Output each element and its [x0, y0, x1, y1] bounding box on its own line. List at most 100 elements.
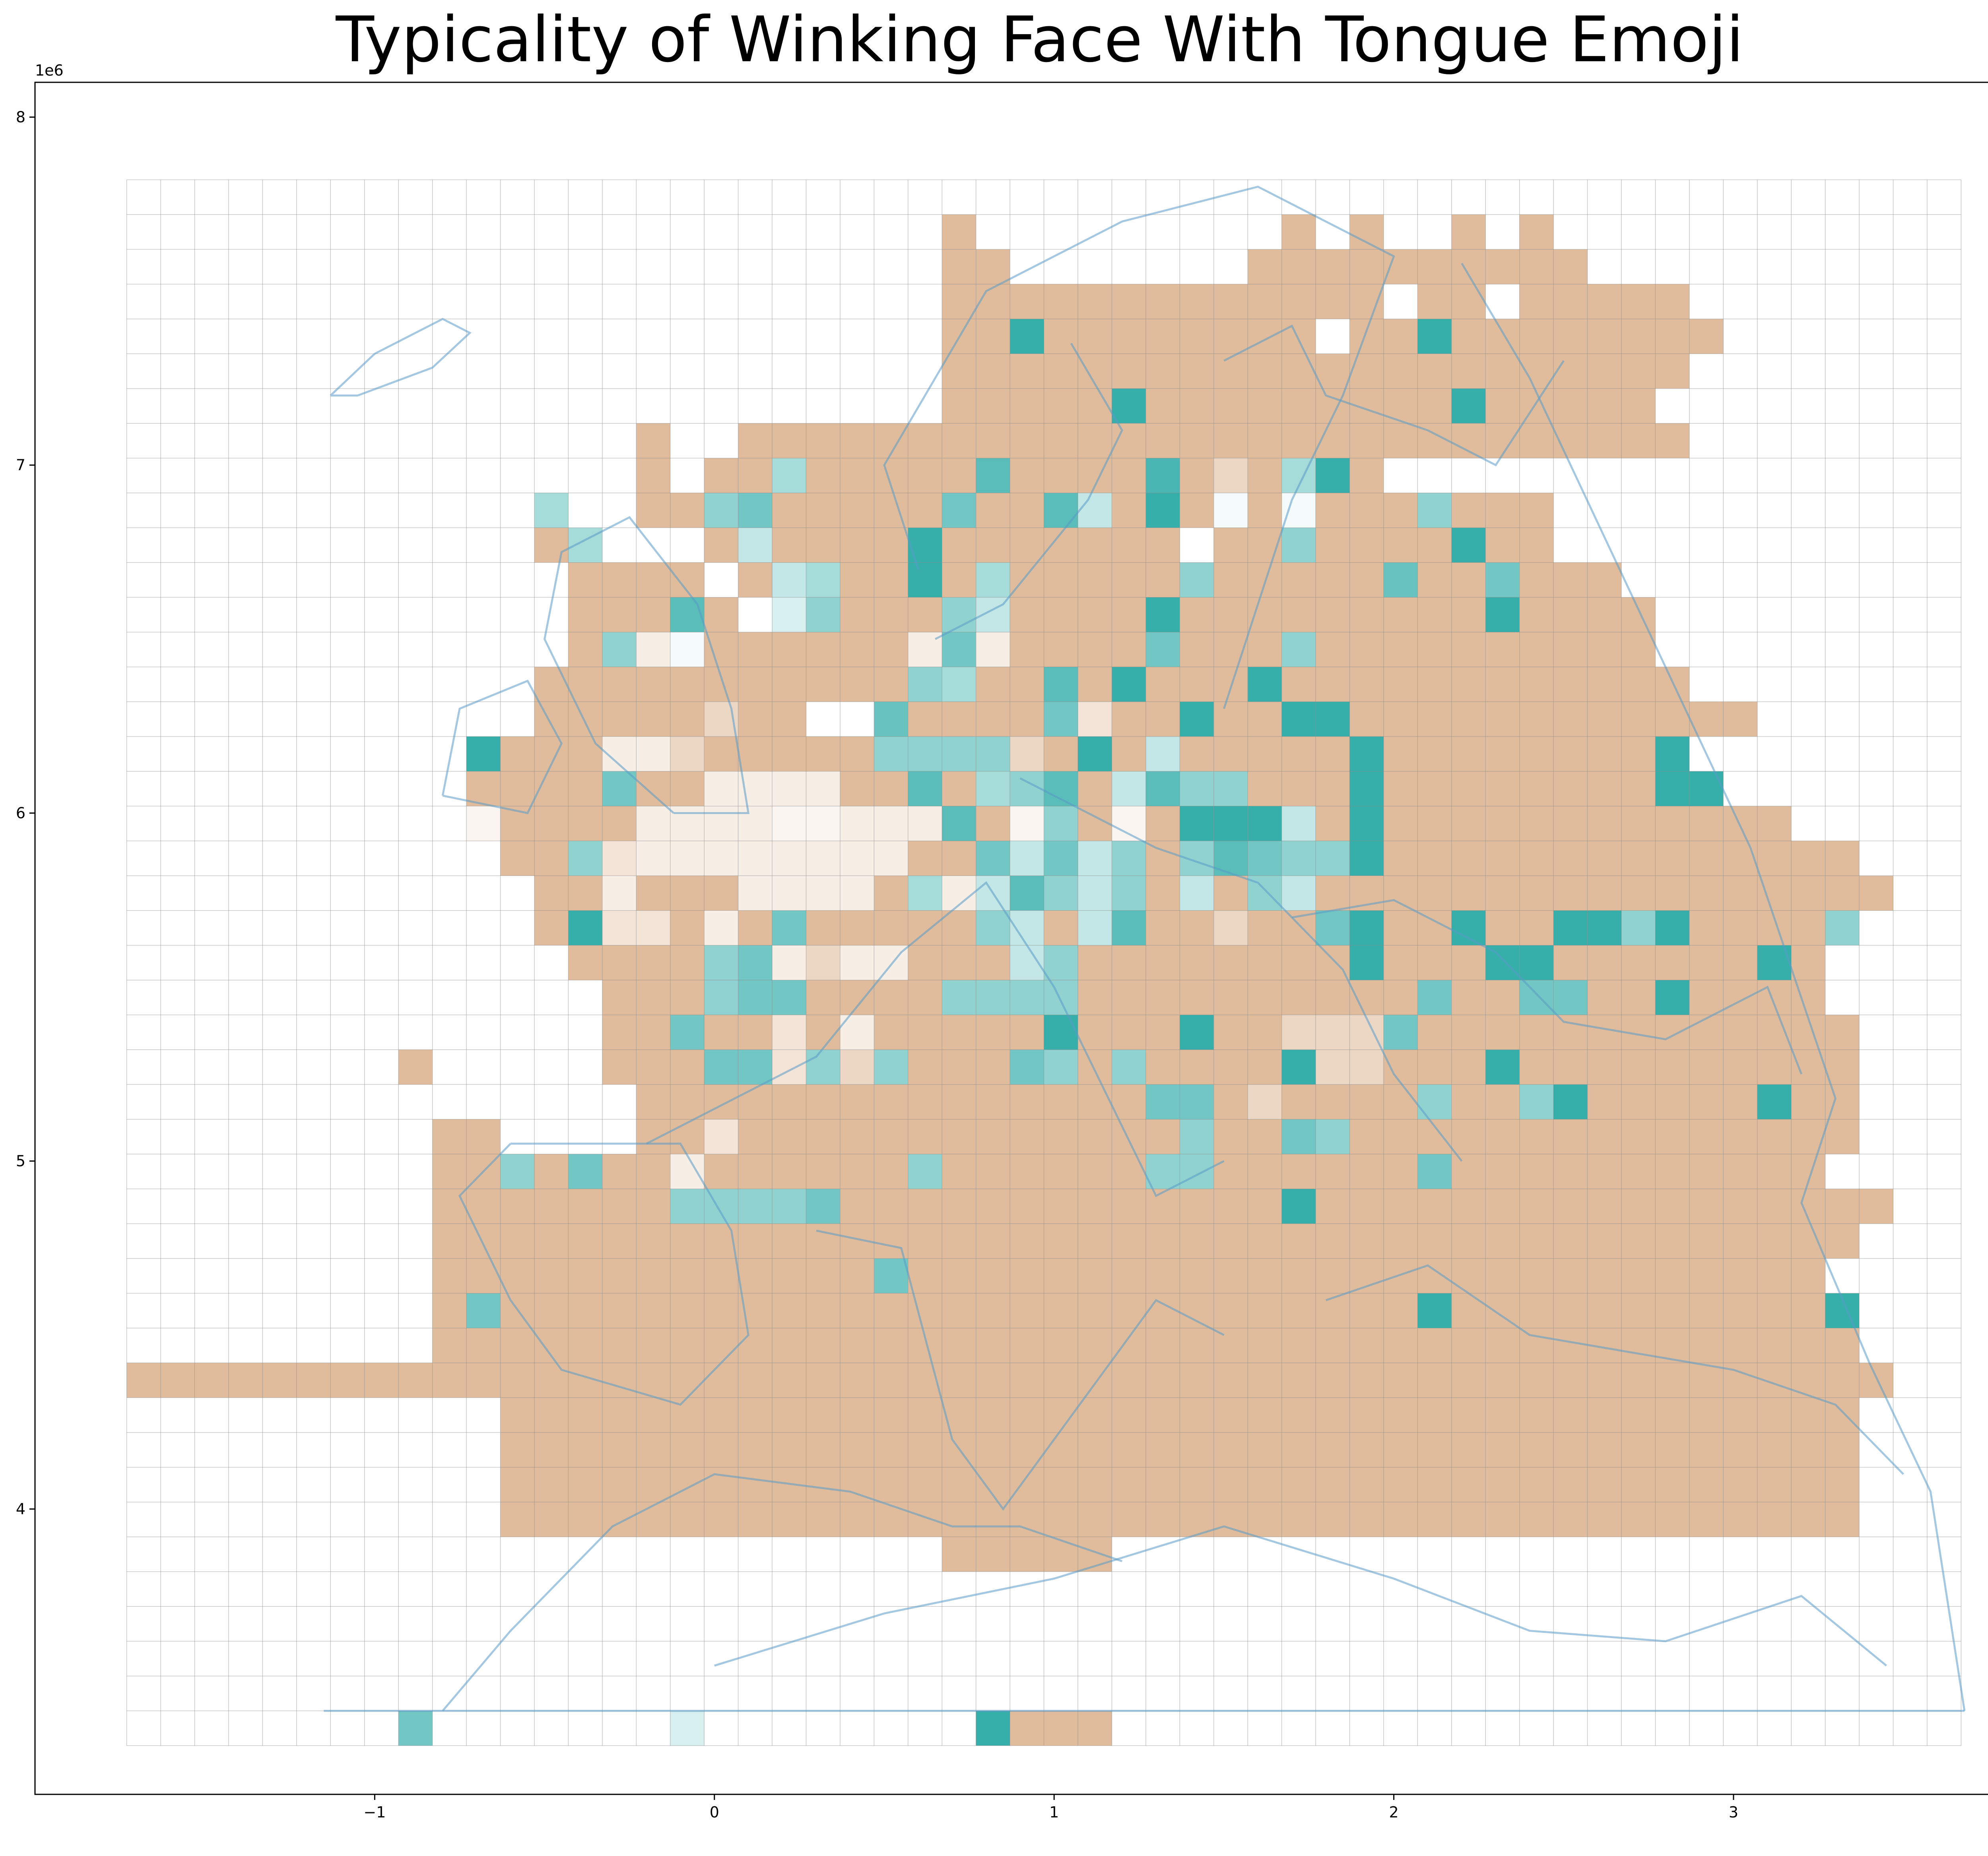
heatmap-cell	[840, 1154, 874, 1189]
map-outline	[816, 1230, 1225, 1511]
heatmap-cell	[738, 1258, 773, 1293]
heatmap-cell	[1553, 1224, 1588, 1259]
heatmap-cell	[1587, 945, 1622, 980]
heatmap-cell	[670, 1711, 705, 1746]
heatmap-cell	[568, 841, 602, 876]
heatmap-cell	[908, 702, 942, 737]
heatmap-cell	[1349, 980, 1384, 1015]
heatmap-cell	[602, 597, 637, 632]
heatmap-cell	[1451, 319, 1486, 354]
heatmap-cell	[1112, 528, 1146, 563]
map-outline	[1291, 899, 1803, 1075]
heatmap-cell	[1145, 806, 1180, 841]
heatmap-cell	[1112, 354, 1146, 389]
heatmap-cell	[1587, 1049, 1622, 1084]
heatmap-cell	[500, 1328, 534, 1363]
heatmap-cell	[806, 1293, 840, 1328]
heatmap-cell	[1383, 737, 1418, 772]
heatmap-cell	[1349, 319, 1384, 354]
heatmap-cell	[1383, 1502, 1418, 1537]
heatmap-cell	[1112, 284, 1146, 319]
heatmap-cell	[1519, 493, 1554, 528]
heatmap-cell	[1417, 667, 1452, 702]
heatmap-cell	[1316, 1432, 1350, 1467]
heatmap-cell	[1077, 841, 1112, 876]
heatmap-cell	[1587, 597, 1622, 632]
heatmap-cell	[738, 458, 773, 493]
heatmap-cell	[1417, 1119, 1452, 1154]
heatmap-cell	[670, 771, 705, 806]
heatmap-cell	[942, 737, 976, 772]
heatmap-cell	[1417, 1432, 1452, 1467]
heatmap-cell	[1145, 945, 1180, 980]
heatmap-cell	[840, 1119, 874, 1154]
heatmap-cell	[1451, 1502, 1486, 1537]
heatmap-cell	[1417, 1189, 1452, 1224]
heatmap-cell	[1044, 1119, 1078, 1154]
heatmap-cell	[874, 737, 908, 772]
heatmap-cell	[1044, 1711, 1078, 1746]
heatmap-cell	[908, 1432, 942, 1467]
heatmap-cell	[1112, 1502, 1146, 1537]
heatmap-cell	[1213, 702, 1248, 737]
heatmap-cell	[1587, 737, 1622, 772]
heatmap-cell	[1655, 1363, 1689, 1398]
heatmap-cell	[1655, 1258, 1689, 1293]
heatmap-cell	[908, 1015, 942, 1050]
heatmap-cell	[942, 214, 976, 249]
heatmap-cell	[1010, 632, 1044, 667]
heatmap-cell	[1010, 528, 1044, 563]
heatmap-cell	[568, 1258, 602, 1293]
heatmap-cell	[1077, 771, 1112, 806]
heatmap-cell	[432, 1154, 467, 1189]
heatmap-cell	[1655, 945, 1689, 980]
heatmap-cell	[1112, 493, 1146, 528]
heatmap-cell	[772, 1154, 806, 1189]
map-outlines	[324, 185, 1966, 1712]
heatmap-cell	[1451, 1119, 1486, 1154]
heatmap-cell	[1825, 1049, 1860, 1084]
heatmap-cell	[908, 1328, 942, 1363]
heatmap-cell	[1213, 632, 1248, 667]
heatmap-cell	[1213, 389, 1248, 424]
heatmap-cell	[1077, 1258, 1112, 1293]
heatmap-cell	[1553, 1189, 1588, 1224]
heatmap-cell	[1010, 737, 1044, 772]
heatmap-cell	[874, 876, 908, 911]
heatmap-cell	[1519, 528, 1554, 563]
heatmap-cell	[1248, 771, 1282, 806]
heatmap-cell	[942, 980, 976, 1015]
heatmap-cell	[1485, 1502, 1520, 1537]
heatmap-cell	[1383, 354, 1418, 389]
heatmap-cell	[670, 841, 705, 876]
heatmap-cell	[1859, 1363, 1893, 1398]
heatmap-cell	[670, 597, 705, 632]
heatmap-cell	[568, 1189, 602, 1224]
heatmap-cell	[1077, 945, 1112, 980]
heatmap-cell	[1010, 1154, 1044, 1189]
heatmap-cell	[772, 528, 806, 563]
heatmap-cell	[704, 1328, 738, 1363]
heatmap-cell	[1587, 1258, 1622, 1293]
heatmap-cell	[1349, 702, 1384, 737]
heatmap-cell	[1723, 1258, 1757, 1293]
heatmap-cell	[1145, 910, 1180, 945]
heatmap-cell	[942, 1467, 976, 1502]
map-outline	[1461, 262, 1966, 1711]
heatmap-cell	[1145, 1432, 1180, 1467]
heatmap-cell	[1757, 1049, 1792, 1084]
heatmap-cell	[1077, 1049, 1112, 1084]
heatmap-cell	[1383, 667, 1418, 702]
heatmap-cell	[1077, 980, 1112, 1015]
heatmap-cell	[1180, 1015, 1214, 1050]
heatmap-cell	[1112, 667, 1146, 702]
heatmap-cell	[1485, 1328, 1520, 1363]
heatmap-cell	[1077, 702, 1112, 737]
heatmap-cell	[1010, 1224, 1044, 1259]
heatmap-cell	[670, 702, 705, 737]
heatmap-cell	[1044, 562, 1078, 597]
heatmap-cell	[636, 562, 670, 597]
heatmap-cell	[1553, 389, 1588, 424]
heatmap-cell	[1655, 1084, 1689, 1119]
heatmap-cell	[1553, 702, 1588, 737]
